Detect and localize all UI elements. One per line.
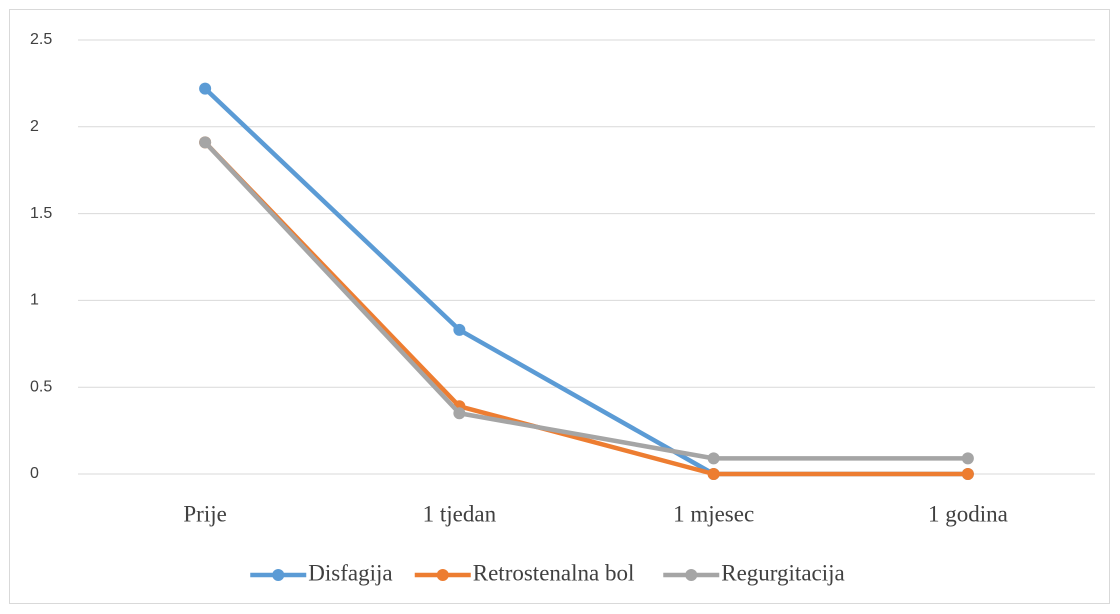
x-tick-label: 1 mjesec [673,501,754,526]
point [707,468,720,480]
legend-marker [436,569,449,581]
series-line [203,140,968,461]
legend-marker [272,569,285,581]
series-line [203,140,968,477]
point [199,136,212,149]
legend-label: Regurgitacija [721,560,844,585]
y-tick-label: 0 [30,465,39,482]
point [453,407,466,420]
y-tick-label: 2.5 [30,31,52,48]
point [199,82,212,95]
y-tick-label: 1 [30,292,39,309]
y-tick-label: 1.5 [30,205,52,222]
point [707,452,720,465]
chart-border [9,9,1110,604]
legend-label: Retrostenalna bol [473,560,635,585]
legend-marker [685,569,698,581]
y-tick-label: 0.5 [30,378,52,395]
x-tick-label: Prije [183,501,226,526]
point [961,468,974,480]
legend-label: Disfagija [308,560,392,585]
x-tick-label: 1 godina [928,501,1008,526]
point [453,323,466,336]
y-tick-label: 2 [30,118,39,135]
point [961,452,974,465]
x-tick-label: 1 tjedan [423,501,497,526]
